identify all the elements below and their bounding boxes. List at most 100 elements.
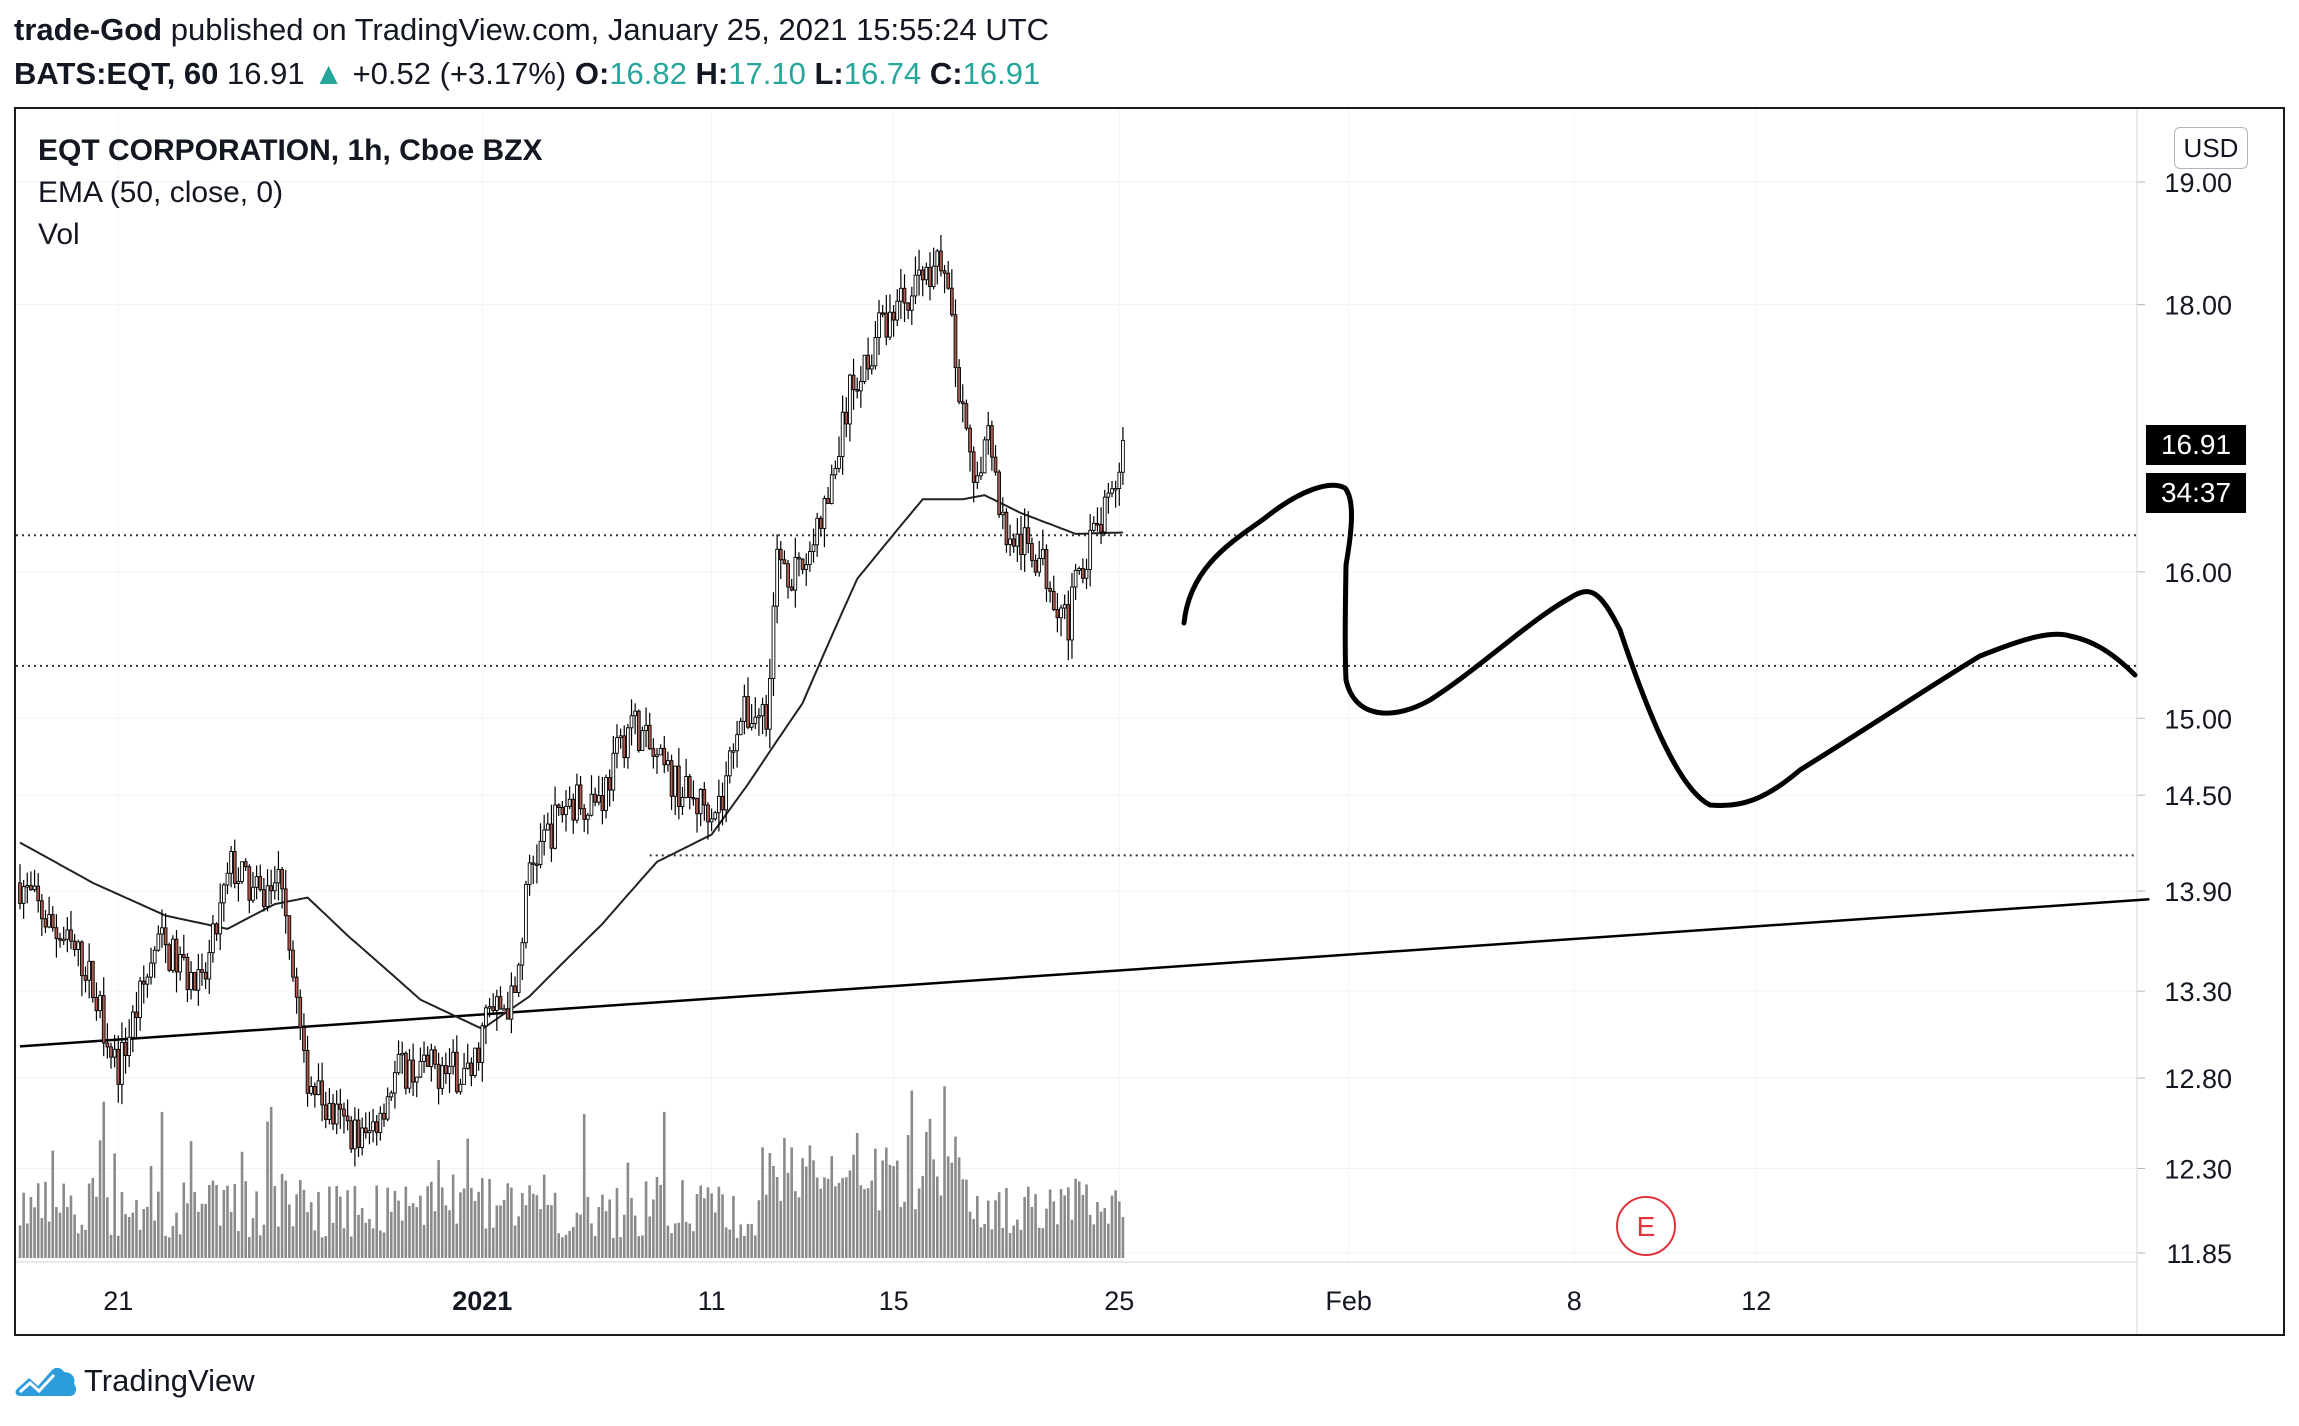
candle-body — [1091, 522, 1096, 531]
candle-body — [105, 1042, 110, 1048]
volume-bar — [957, 1157, 961, 1258]
tradingview-logo-icon[interactable] — [14, 1362, 80, 1402]
candle-body — [917, 269, 921, 276]
volume-bar — [710, 1193, 713, 1258]
currency-button[interactable]: USD — [2174, 127, 2248, 169]
brand-name[interactable]: TradingView — [84, 1363, 255, 1398]
volume-bar — [935, 1176, 939, 1258]
candle-body — [600, 795, 605, 811]
volume-bar — [33, 1207, 36, 1258]
candle-body — [127, 1036, 132, 1057]
volume-bar — [732, 1195, 735, 1258]
earnings-marker[interactable]: E — [1616, 1196, 1676, 1256]
symbol-label: BATS:EQT, 60 — [14, 56, 219, 91]
volume-bar — [455, 1223, 459, 1258]
volume-bar — [1023, 1196, 1026, 1258]
candle-body — [626, 727, 630, 759]
candle-body — [287, 915, 292, 951]
volume-bar — [404, 1186, 408, 1258]
candle-body — [72, 940, 77, 950]
candle-body — [502, 1008, 506, 1011]
candle-body — [709, 818, 714, 823]
volume-bar — [1063, 1195, 1066, 1258]
candle-body — [254, 876, 259, 888]
volume-bar — [903, 1201, 906, 1258]
candle-body — [1106, 492, 1111, 498]
candle-body — [607, 777, 612, 791]
volume-bar — [648, 1216, 652, 1258]
chart-frame[interactable] — [14, 107, 2285, 1336]
candle-body — [899, 287, 903, 302]
volume-bar — [633, 1215, 637, 1258]
candle-body — [276, 869, 281, 884]
volume-bar — [342, 1228, 346, 1258]
candle-body — [949, 287, 954, 316]
candle-body — [90, 960, 95, 998]
volume-bar — [1026, 1186, 1030, 1258]
candle-body — [469, 1062, 474, 1076]
volume-bar — [582, 1114, 586, 1258]
volume-bar — [666, 1225, 670, 1258]
volume-bar — [579, 1214, 582, 1258]
volume-bar — [524, 1205, 528, 1258]
volume-bar — [29, 1196, 33, 1258]
volume-bar — [790, 1147, 793, 1258]
volume-bar — [317, 1191, 320, 1258]
grid-lines — [16, 109, 2137, 1262]
candle-body — [229, 851, 233, 874]
volume-bar — [1052, 1201, 1056, 1258]
ema-legend[interactable]: EMA (50, close, 0) — [38, 176, 284, 209]
volume-bar — [440, 1187, 444, 1258]
volume-bar — [914, 1209, 917, 1258]
candle-body — [225, 872, 230, 886]
candle-body — [109, 1046, 113, 1058]
candle-body — [360, 1127, 365, 1148]
candle-body — [171, 938, 175, 971]
candle-body — [990, 425, 994, 458]
vol-legend[interactable]: Vol — [38, 218, 80, 251]
candle-body — [822, 497, 827, 529]
volume-bar — [368, 1219, 371, 1258]
candle-body — [123, 1042, 128, 1057]
price-tick-label: 19.00 — [2164, 168, 2232, 198]
volume-bar — [604, 1211, 608, 1258]
volume-bar — [692, 1231, 695, 1258]
volume-bar — [659, 1184, 662, 1258]
candle-body — [447, 1065, 452, 1075]
candle-body — [953, 314, 958, 368]
candle-body — [647, 724, 652, 750]
candle-body — [371, 1121, 375, 1132]
volume-bar — [389, 1211, 393, 1258]
earnings-letter: E — [1637, 1211, 1656, 1242]
volume-bar — [76, 1233, 80, 1258]
candle-body — [185, 956, 190, 991]
volume-bar — [1048, 1189, 1052, 1258]
candle-body — [808, 551, 812, 566]
author-name[interactable]: trade-God — [14, 12, 163, 47]
volume-bar — [794, 1191, 797, 1258]
candle-body — [494, 996, 499, 1011]
volume-bar — [531, 1193, 535, 1258]
volume-bar — [131, 1212, 135, 1258]
time-tick-label: 2021 — [452, 1286, 512, 1316]
volume-bar — [728, 1229, 732, 1258]
candle-body — [687, 776, 692, 798]
candle-body — [771, 605, 776, 679]
candle-body — [789, 586, 794, 591]
candle-body — [775, 548, 779, 607]
candle-body — [873, 337, 878, 367]
candle-body — [727, 750, 732, 777]
volume-bar — [673, 1223, 677, 1258]
candle-body — [837, 456, 841, 469]
volume-bar — [630, 1197, 633, 1258]
volume-bar — [881, 1160, 884, 1258]
volume-bar — [1012, 1225, 1016, 1258]
volume-bar — [277, 1226, 280, 1258]
candle-body — [767, 678, 772, 730]
volume-bar — [328, 1186, 331, 1258]
price-tick-label: 18.00 — [2164, 291, 2232, 321]
volume-bar — [808, 1145, 812, 1258]
candle-body — [207, 952, 212, 980]
open-label: O: — [574, 56, 610, 91]
